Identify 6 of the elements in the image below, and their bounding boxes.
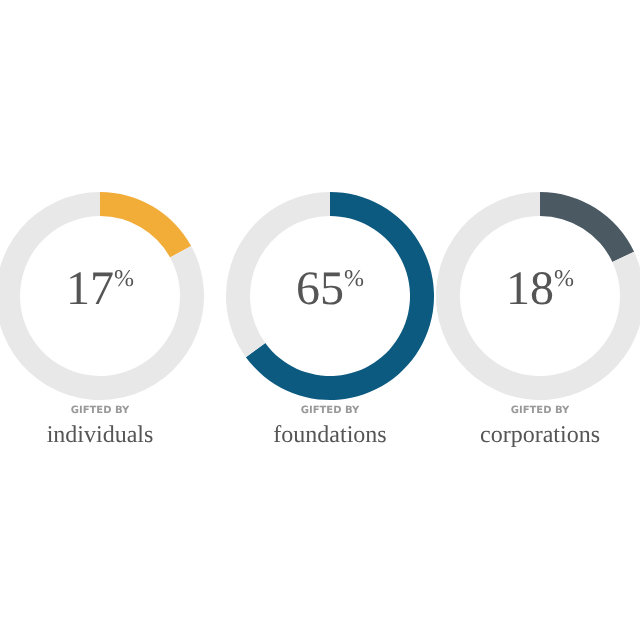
text: individuals	[46, 420, 154, 448]
text: 18%	[506, 264, 574, 316]
text: 17%	[66, 264, 134, 316]
text: foundations	[273, 420, 388, 448]
text: 65%	[296, 264, 364, 316]
text: corporations	[480, 420, 601, 448]
